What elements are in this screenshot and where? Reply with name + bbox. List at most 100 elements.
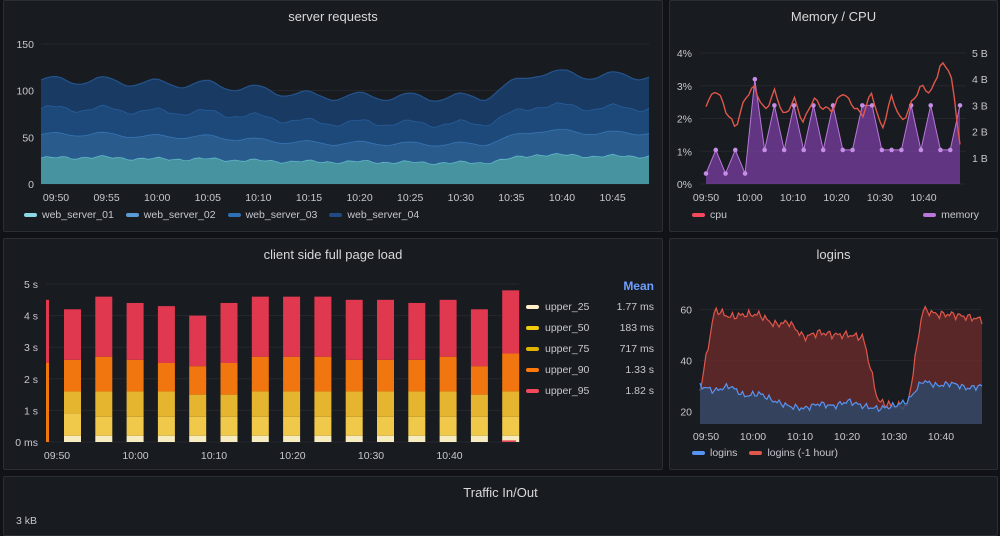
bar-upper_75 xyxy=(283,391,301,417)
legend-label: upper_25 xyxy=(545,301,590,313)
bar-upper_75 xyxy=(377,391,394,417)
y-tick-label: 100 xyxy=(16,86,34,98)
bar-upper_90 xyxy=(283,356,301,392)
bar-upper_75 xyxy=(470,394,488,417)
logins-prev-area xyxy=(700,306,982,424)
mean-column-header[interactable]: Mean xyxy=(623,279,654,293)
memory-point xyxy=(860,103,865,108)
bar-upper_25 xyxy=(157,435,175,442)
bar-upper_75 xyxy=(439,391,457,417)
legend-label: web_server_01 xyxy=(42,209,114,221)
logins-chart: 20 40 60 09:50 10:00 10:10 10:20 10:30 10:40 xyxy=(680,304,983,443)
legend-row-upper_95[interactable]: upper_95 1.82 s xyxy=(526,385,654,397)
bar-upper_25 xyxy=(377,435,394,442)
x-tick-label: 10:35 xyxy=(498,192,524,204)
bar-upper_90 xyxy=(157,363,175,392)
panel-title[interactable]: Traffic In/Out xyxy=(463,485,538,500)
panel-title[interactable]: Memory / CPU xyxy=(790,9,877,24)
legend-label: upper_50 xyxy=(545,322,590,334)
x-tick-label: 10:00 xyxy=(736,192,762,204)
x-tick-label: 10:25 xyxy=(397,192,423,204)
legend-swatch xyxy=(526,305,539,309)
legend-item-logins-1-hour-[interactable]: logins (-1 hour) xyxy=(749,447,838,459)
y-tick-label: 4 s xyxy=(24,311,38,323)
x-tick-label: 10:40 xyxy=(910,192,936,204)
bar-upper_25 xyxy=(470,435,488,442)
x-tick-label: 10:20 xyxy=(279,450,305,462)
legend-item-web_server_04[interactable]: web_server_04 xyxy=(329,209,419,221)
legend-row-upper_50[interactable]: upper_50 183 ms xyxy=(526,322,654,334)
y-tick-label: 40 xyxy=(680,355,692,367)
bar-edge xyxy=(502,440,516,442)
bar-upper_90 xyxy=(408,359,426,392)
bar-upper_90 xyxy=(345,359,363,392)
y-tick-label: 50 xyxy=(22,132,34,144)
legend-item-memory[interactable]: memory xyxy=(923,209,979,221)
bar-upper_50 xyxy=(157,416,175,436)
bar-upper_75 xyxy=(314,391,332,417)
bar-upper_90 xyxy=(502,353,520,392)
bar-upper_25 xyxy=(64,435,81,442)
x-tick-label: 10:40 xyxy=(928,431,954,443)
legend-swatch xyxy=(526,368,539,372)
bar-upper_25 xyxy=(220,435,238,442)
memory-point xyxy=(742,171,748,176)
y-tick-label: 1 s xyxy=(24,405,38,417)
legend-label: upper_95 xyxy=(545,385,590,397)
y-tick-label-right: 1 B xyxy=(972,153,988,165)
bar-upper_95 xyxy=(439,299,457,357)
memory-point xyxy=(889,147,894,153)
panel-logins: logins 20 40 60 09:50 10:00 10:10 10:20 10:30 10… xyxy=(669,238,998,470)
y-tick-label-right: 2 B xyxy=(972,127,988,139)
panel-memory-cpu: Memory / CPU 0% 1% 2% 3% 4% 1 B 2 B 3 B 4 B 5 B 09… xyxy=(669,0,998,232)
memory-point xyxy=(752,76,758,82)
bar-upper_75 xyxy=(345,391,363,417)
chart-legend: cpu xyxy=(692,209,727,221)
memory-point xyxy=(938,147,943,153)
panel-title[interactable]: client side full page load xyxy=(263,247,403,262)
bar-upper_50 xyxy=(126,416,144,436)
bar-upper_50 xyxy=(64,413,81,436)
y-tick-label: 0 xyxy=(28,179,34,191)
legend-item-web_server_03[interactable]: web_server_03 xyxy=(227,209,317,221)
x-tick-label: 10:05 xyxy=(195,192,221,204)
legend-item-web_server_02[interactable]: web_server_02 xyxy=(125,209,216,221)
memory-point xyxy=(781,147,787,153)
bar-upper_50 xyxy=(95,416,113,436)
legend-table: Mean upper_25 1.77 ms upper_50 183 ms upper_… xyxy=(526,279,654,449)
legend-mean-value: 717 ms xyxy=(619,343,654,355)
bar-upper_95 xyxy=(220,302,238,363)
bar-upper_50 xyxy=(314,416,332,436)
legend-row-upper_25[interactable]: upper_25 1.77 ms xyxy=(526,301,654,313)
legend-item-web_server_01[interactable]: web_server_01 xyxy=(24,209,114,221)
memory-point xyxy=(899,147,904,153)
panel-title[interactable]: server requests xyxy=(288,9,378,24)
memory-point xyxy=(820,147,826,153)
memory-point xyxy=(762,147,767,153)
legend-item-logins[interactable]: logins xyxy=(692,447,737,459)
bar-upper_25 xyxy=(314,435,332,442)
x-tick-label: 10:30 xyxy=(448,192,474,204)
x-tick-label: 10:30 xyxy=(867,192,893,204)
y-tick-label: 0 ms xyxy=(15,437,38,449)
y-tick-label: 5 s xyxy=(24,279,38,291)
bar-upper_75 xyxy=(157,391,175,417)
x-tick-label: 10:00 xyxy=(740,431,766,443)
legend-row-upper_90[interactable]: upper_90 1.33 s xyxy=(526,364,654,376)
x-tick-label: 09:50 xyxy=(693,431,719,443)
memory-point xyxy=(947,147,953,153)
bar-upper_90 xyxy=(314,356,332,392)
logins-area xyxy=(700,380,982,424)
panel-title[interactable]: logins xyxy=(816,247,851,262)
legend-item-cpu[interactable]: cpu xyxy=(692,209,727,221)
bar-upper_95 xyxy=(345,299,363,360)
bar-upper_90 xyxy=(439,356,457,392)
legend-label: logins xyxy=(710,447,738,459)
bar-edge xyxy=(46,363,49,442)
bar-upper_95 xyxy=(470,309,488,367)
legend-swatch xyxy=(526,389,539,393)
bar-upper_25 xyxy=(345,435,363,442)
legend-row-upper_75[interactable]: upper_75 717 ms xyxy=(526,343,654,355)
memory-point xyxy=(879,147,885,153)
memory-point xyxy=(801,147,806,153)
